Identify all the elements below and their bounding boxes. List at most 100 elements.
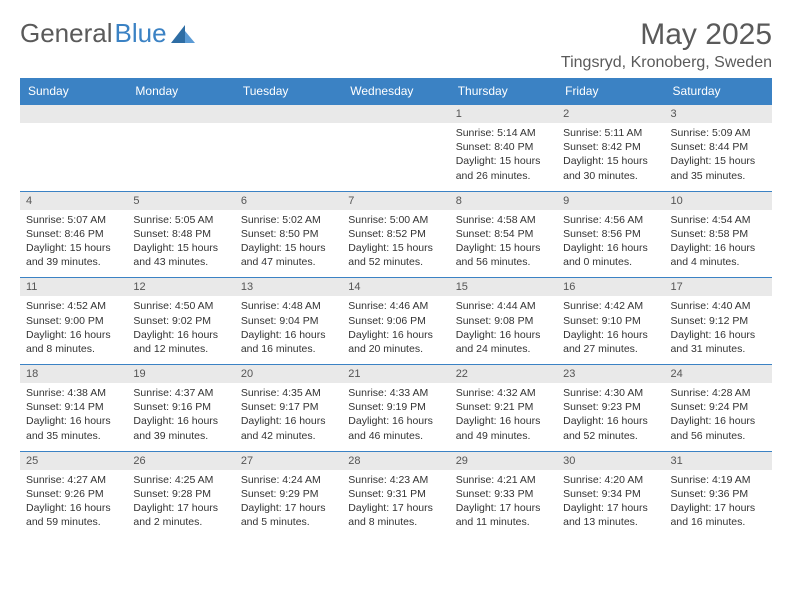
calendar-day-cell: 21Sunrise: 4:33 AMSunset: 9:19 PMDayligh… <box>342 365 449 452</box>
day-number <box>20 105 127 123</box>
sunset-text: Sunset: 9:17 PM <box>241 400 336 414</box>
sunset-text: Sunset: 9:06 PM <box>348 314 443 328</box>
day-info: Sunrise: 4:37 AMSunset: 9:16 PMDaylight:… <box>127 383 234 451</box>
day-info: Sunrise: 5:00 AMSunset: 8:52 PMDaylight:… <box>342 210 449 278</box>
sunrise-text: Sunrise: 4:32 AM <box>456 386 551 400</box>
sunset-text: Sunset: 8:48 PM <box>133 227 228 241</box>
day-info: Sunrise: 4:54 AMSunset: 8:58 PMDaylight:… <box>665 210 772 278</box>
sunrise-text: Sunrise: 5:09 AM <box>671 126 766 140</box>
day-number: 12 <box>127 278 234 296</box>
day-info: Sunrise: 4:25 AMSunset: 9:28 PMDaylight:… <box>127 470 234 538</box>
sunset-text: Sunset: 9:29 PM <box>241 487 336 501</box>
calendar-day-cell: 8Sunrise: 4:58 AMSunset: 8:54 PMDaylight… <box>450 191 557 278</box>
day-info: Sunrise: 4:52 AMSunset: 9:00 PMDaylight:… <box>20 296 127 364</box>
daylight-text: Daylight: 16 hours and 59 minutes. <box>26 501 121 529</box>
day-info: Sunrise: 5:09 AMSunset: 8:44 PMDaylight:… <box>665 123 772 191</box>
calendar-week-row: 4Sunrise: 5:07 AMSunset: 8:46 PMDaylight… <box>20 191 772 278</box>
day-number: 10 <box>665 192 772 210</box>
day-number: 27 <box>235 452 342 470</box>
weekday-header: Tuesday <box>235 78 342 105</box>
daylight-text: Daylight: 15 hours and 43 minutes. <box>133 241 228 269</box>
day-number: 22 <box>450 365 557 383</box>
weekday-header: Friday <box>557 78 664 105</box>
day-number <box>235 105 342 123</box>
sunrise-text: Sunrise: 4:58 AM <box>456 213 551 227</box>
day-info: Sunrise: 4:35 AMSunset: 9:17 PMDaylight:… <box>235 383 342 451</box>
weekday-header: Saturday <box>665 78 772 105</box>
sunset-text: Sunset: 8:56 PM <box>563 227 658 241</box>
sunrise-text: Sunrise: 4:38 AM <box>26 386 121 400</box>
day-number: 29 <box>450 452 557 470</box>
day-info: Sunrise: 4:33 AMSunset: 9:19 PMDaylight:… <box>342 383 449 451</box>
day-info: Sunrise: 4:46 AMSunset: 9:06 PMDaylight:… <box>342 296 449 364</box>
daylight-text: Daylight: 16 hours and 52 minutes. <box>563 414 658 442</box>
day-info: Sunrise: 4:30 AMSunset: 9:23 PMDaylight:… <box>557 383 664 451</box>
day-number: 4 <box>20 192 127 210</box>
calendar-day-cell: 2Sunrise: 5:11 AMSunset: 8:42 PMDaylight… <box>557 105 664 192</box>
sunset-text: Sunset: 9:16 PM <box>133 400 228 414</box>
sunrise-text: Sunrise: 4:33 AM <box>348 386 443 400</box>
day-number <box>127 105 234 123</box>
day-number: 14 <box>342 278 449 296</box>
calendar-day-cell <box>127 105 234 192</box>
calendar-day-cell <box>342 105 449 192</box>
weekday-header: Sunday <box>20 78 127 105</box>
day-number: 28 <box>342 452 449 470</box>
sunset-text: Sunset: 9:10 PM <box>563 314 658 328</box>
sunset-text: Sunset: 8:52 PM <box>348 227 443 241</box>
daylight-text: Daylight: 15 hours and 52 minutes. <box>348 241 443 269</box>
day-number: 11 <box>20 278 127 296</box>
sunrise-text: Sunrise: 5:00 AM <box>348 213 443 227</box>
calendar-day-cell: 4Sunrise: 5:07 AMSunset: 8:46 PMDaylight… <box>20 191 127 278</box>
day-info: Sunrise: 4:20 AMSunset: 9:34 PMDaylight:… <box>557 470 664 538</box>
sunrise-text: Sunrise: 4:42 AM <box>563 299 658 313</box>
calendar-day-cell: 10Sunrise: 4:54 AMSunset: 8:58 PMDayligh… <box>665 191 772 278</box>
day-number: 13 <box>235 278 342 296</box>
calendar-day-cell: 20Sunrise: 4:35 AMSunset: 9:17 PMDayligh… <box>235 365 342 452</box>
sunset-text: Sunset: 9:08 PM <box>456 314 551 328</box>
day-info: Sunrise: 4:38 AMSunset: 9:14 PMDaylight:… <box>20 383 127 451</box>
page-header: GeneralBlue May 2025 Tingsryd, Kronoberg… <box>20 18 772 72</box>
calendar-day-cell: 6Sunrise: 5:02 AMSunset: 8:50 PMDaylight… <box>235 191 342 278</box>
sunset-text: Sunset: 9:26 PM <box>26 487 121 501</box>
day-info <box>235 123 342 181</box>
title-block: May 2025 Tingsryd, Kronoberg, Sweden <box>561 18 772 72</box>
day-number: 19 <box>127 365 234 383</box>
daylight-text: Daylight: 16 hours and 16 minutes. <box>241 328 336 356</box>
sunset-text: Sunset: 9:23 PM <box>563 400 658 414</box>
daylight-text: Daylight: 17 hours and 5 minutes. <box>241 501 336 529</box>
calendar-day-cell: 22Sunrise: 4:32 AMSunset: 9:21 PMDayligh… <box>450 365 557 452</box>
day-info: Sunrise: 4:27 AMSunset: 9:26 PMDaylight:… <box>20 470 127 538</box>
location-label: Tingsryd, Kronoberg, Sweden <box>561 54 772 72</box>
day-number <box>342 105 449 123</box>
sunrise-text: Sunrise: 5:02 AM <box>241 213 336 227</box>
day-info: Sunrise: 4:40 AMSunset: 9:12 PMDaylight:… <box>665 296 772 364</box>
weekday-header: Wednesday <box>342 78 449 105</box>
brand-part1: General <box>20 18 113 49</box>
sunrise-text: Sunrise: 4:54 AM <box>671 213 766 227</box>
sunset-text: Sunset: 9:28 PM <box>133 487 228 501</box>
daylight-text: Daylight: 16 hours and 35 minutes. <box>26 414 121 442</box>
sunset-text: Sunset: 9:00 PM <box>26 314 121 328</box>
calendar-day-cell <box>235 105 342 192</box>
day-number: 24 <box>665 365 772 383</box>
sunrise-text: Sunrise: 5:05 AM <box>133 213 228 227</box>
day-info: Sunrise: 4:50 AMSunset: 9:02 PMDaylight:… <box>127 296 234 364</box>
sunrise-text: Sunrise: 4:19 AM <box>671 473 766 487</box>
day-info: Sunrise: 4:32 AMSunset: 9:21 PMDaylight:… <box>450 383 557 451</box>
sunset-text: Sunset: 9:12 PM <box>671 314 766 328</box>
daylight-text: Daylight: 15 hours and 39 minutes. <box>26 241 121 269</box>
day-info: Sunrise: 4:24 AMSunset: 9:29 PMDaylight:… <box>235 470 342 538</box>
daylight-text: Daylight: 16 hours and 20 minutes. <box>348 328 443 356</box>
sunrise-text: Sunrise: 4:48 AM <box>241 299 336 313</box>
calendar-head: SundayMondayTuesdayWednesdayThursdayFrid… <box>20 78 772 105</box>
calendar-day-cell: 31Sunrise: 4:19 AMSunset: 9:36 PMDayligh… <box>665 451 772 537</box>
calendar-day-cell: 9Sunrise: 4:56 AMSunset: 8:56 PMDaylight… <box>557 191 664 278</box>
day-number: 1 <box>450 105 557 123</box>
calendar-day-cell: 27Sunrise: 4:24 AMSunset: 9:29 PMDayligh… <box>235 451 342 537</box>
daylight-text: Daylight: 16 hours and 4 minutes. <box>671 241 766 269</box>
sunrise-text: Sunrise: 4:52 AM <box>26 299 121 313</box>
calendar-week-row: 11Sunrise: 4:52 AMSunset: 9:00 PMDayligh… <box>20 278 772 365</box>
daylight-text: Daylight: 17 hours and 13 minutes. <box>563 501 658 529</box>
calendar-table: SundayMondayTuesdayWednesdayThursdayFrid… <box>20 78 772 537</box>
